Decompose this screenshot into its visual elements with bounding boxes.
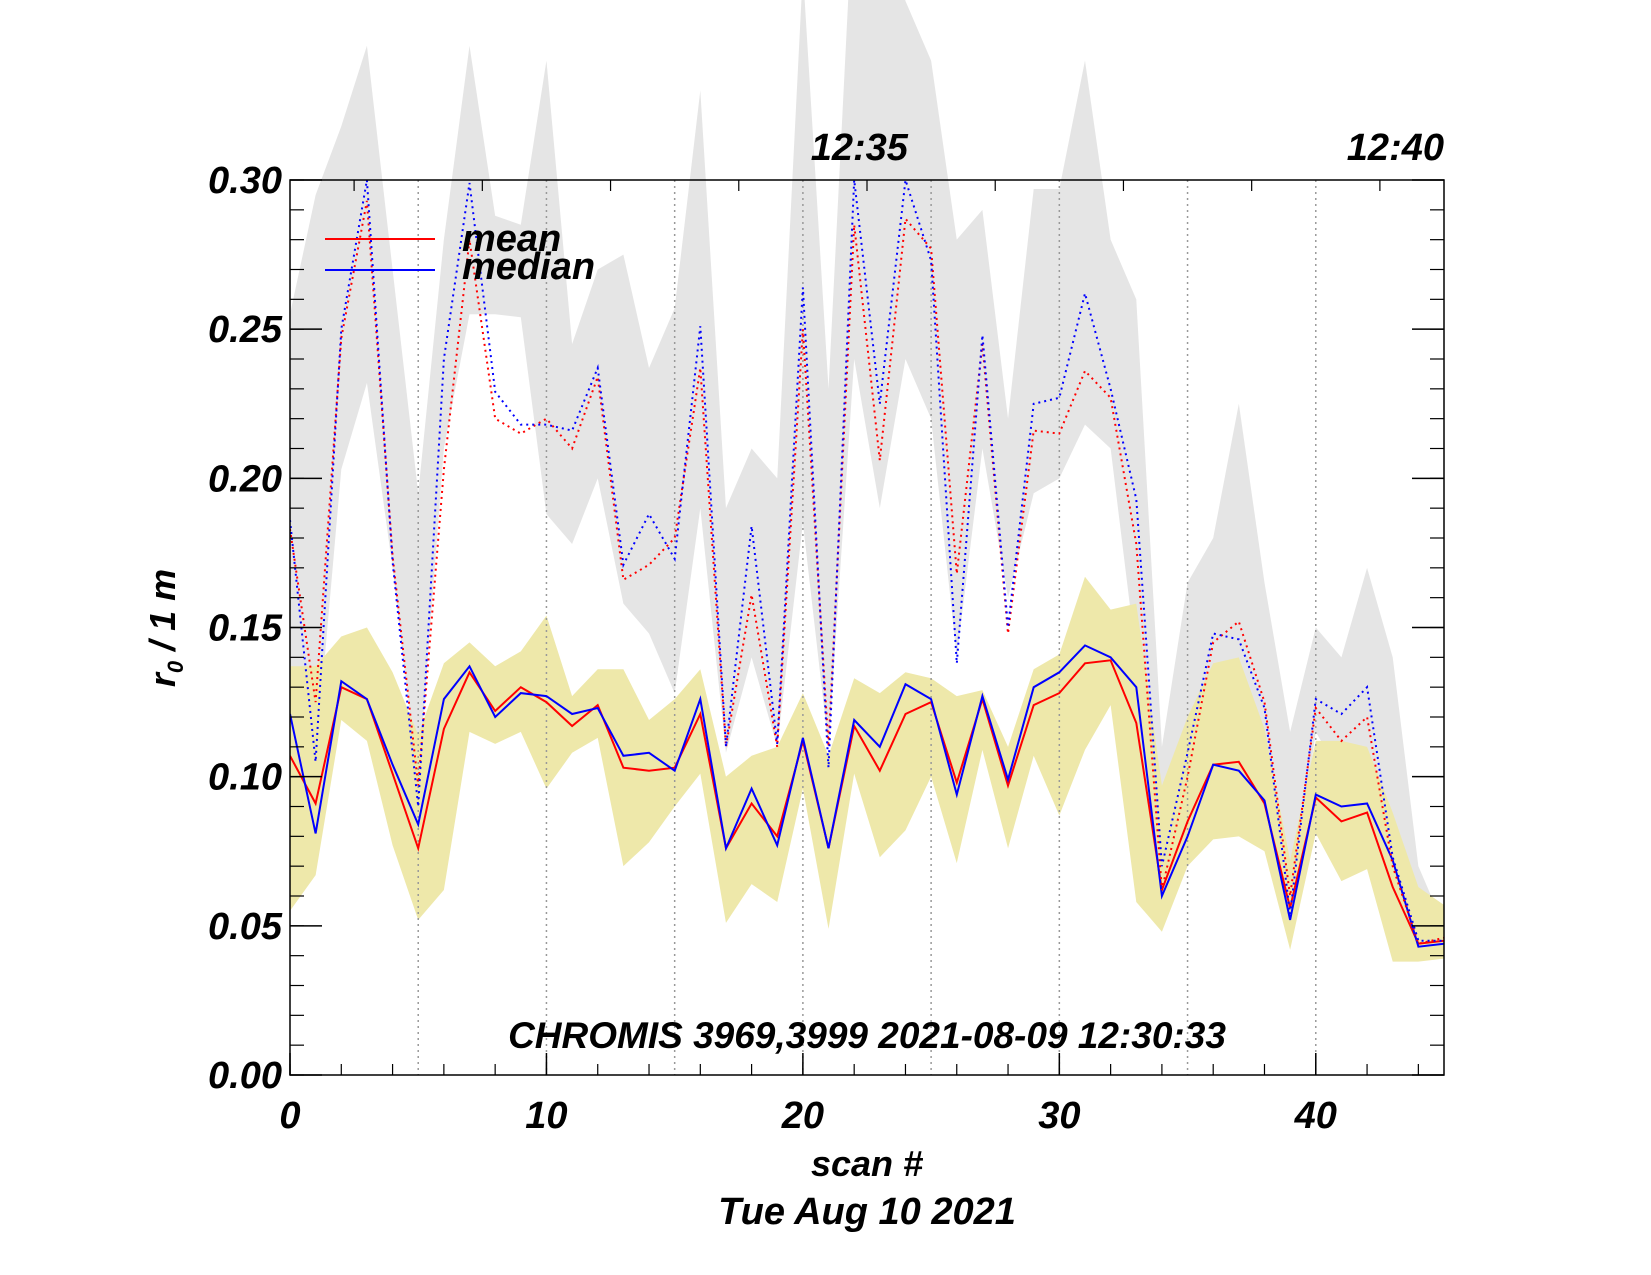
y-tick-label: 0.10 xyxy=(208,757,282,799)
series-median-high xyxy=(290,179,1444,942)
series-lines xyxy=(290,179,1444,948)
vertical-grid xyxy=(417,180,1317,1075)
y-tick-label: 0.15 xyxy=(208,608,283,650)
low-band-area xyxy=(290,576,1444,962)
y-axis-title-main: r xyxy=(142,671,183,687)
high-band-area xyxy=(290,0,1444,947)
x-tick-label: 0 xyxy=(279,1095,300,1137)
x-axis-title: scan # xyxy=(811,1143,923,1184)
series-median xyxy=(290,644,1444,948)
top-time-label: 12:40 xyxy=(1347,127,1444,169)
x-tick-label: 10 xyxy=(525,1095,567,1137)
y-axis-title-sub: 0 xyxy=(163,660,188,673)
x-tick-label: 30 xyxy=(1038,1095,1080,1137)
legend-median-label: median xyxy=(462,246,595,288)
y-tick-label: 0.25 xyxy=(208,309,283,351)
y-axis-title-rest: / 1 m xyxy=(142,569,183,661)
legend-mean-label: mean xyxy=(462,218,561,260)
chart-annotation: CHROMIS 3969,3999 2021-08-09 12:30:33 xyxy=(508,1015,1226,1056)
x-tick-label: 40 xyxy=(1294,1095,1337,1137)
top-time-label: 12:35 xyxy=(811,127,909,169)
y-tick-label: 0.30 xyxy=(208,160,282,202)
legend: mean median xyxy=(325,218,595,288)
axis-ticks xyxy=(289,179,1444,1076)
y-tick-label: 0.05 xyxy=(208,906,283,948)
y-tick-label: 0.20 xyxy=(208,458,282,500)
uncertainty-bands xyxy=(290,0,1444,962)
y-tick-label: 0.00 xyxy=(208,1055,282,1097)
x-tick-label: 20 xyxy=(781,1095,824,1137)
axis-labels: 0.00 0.05 0.10 0.15 0.20 0.25 0.30 0 10 20 30 40 12:… xyxy=(208,127,1444,1137)
y-axis-title: r0 / 1 m xyxy=(142,569,188,687)
date-label: Tue Aug 10 2021 xyxy=(718,1191,1016,1233)
